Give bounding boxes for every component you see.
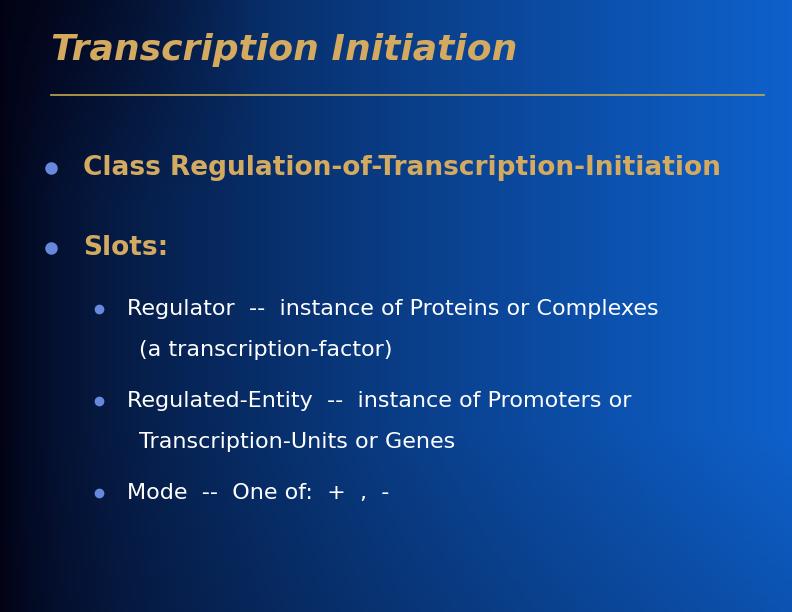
Text: Transcription-Units or Genes: Transcription-Units or Genes — [139, 432, 455, 452]
Text: Transcription Initiation: Transcription Initiation — [51, 33, 518, 67]
Text: Class Regulation-of-Transcription-Initiation: Class Regulation-of-Transcription-Initia… — [83, 155, 721, 181]
Text: Mode  --  One of:  +  ,  -: Mode -- One of: + , - — [127, 483, 389, 502]
Text: Regulated-Entity  --  instance of Promoters or: Regulated-Entity -- instance of Promoter… — [127, 391, 631, 411]
Text: Regulator  --  instance of Proteins or Complexes: Regulator -- instance of Proteins or Com… — [127, 299, 658, 319]
Text: (a transcription-factor): (a transcription-factor) — [139, 340, 392, 360]
Text: Slots:: Slots: — [83, 235, 169, 261]
